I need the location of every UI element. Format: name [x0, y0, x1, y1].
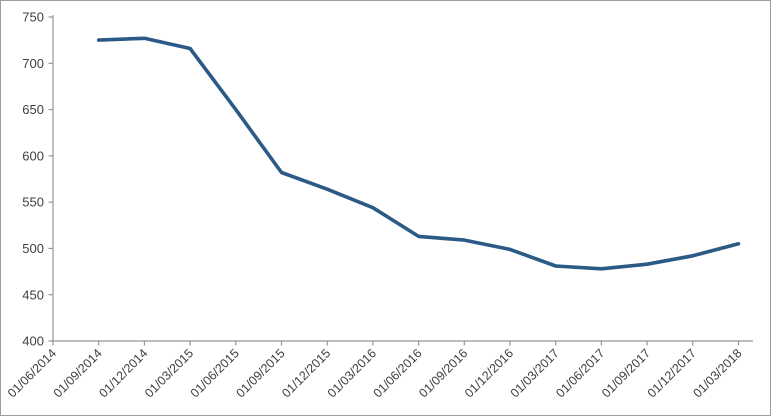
x-axis-tick-label: 01/03/2015 — [142, 346, 196, 400]
data-line — [96, 36, 741, 271]
x-axis-tick-label: 01/03/2016 — [325, 346, 379, 400]
y-axis-tick-label: 750 — [22, 10, 44, 25]
y-axis-tick-label: 400 — [22, 334, 44, 349]
x-axis-tick-label: 01/03/2017 — [508, 346, 562, 400]
x-axis-tick-label: 01/09/2016 — [416, 346, 470, 400]
x-axis-tick-label: 01/12/2014 — [96, 346, 150, 400]
y-axis-tick-label: 650 — [22, 102, 44, 117]
x-axis-tick-label: 01/06/2014 — [5, 346, 59, 400]
x-axis-tick-label: 01/06/2017 — [553, 346, 607, 400]
x-axis-tick-label: 01/09/2014 — [51, 346, 105, 400]
y-axis-tick-label: 450 — [22, 287, 44, 302]
x-axis-tick-label: 01/12/2015 — [279, 346, 333, 400]
y-axis-tick-label: 500 — [22, 241, 44, 256]
x-axis-tick-label: 01/06/2015 — [188, 346, 242, 400]
x-axis-tick-label: 01/06/2016 — [371, 346, 425, 400]
x-axis-tick-label: 01/12/2017 — [645, 346, 699, 400]
x-axis-tick-label: 01/12/2016 — [462, 346, 516, 400]
x-axis-tick-label: 01/09/2015 — [233, 346, 287, 400]
y-axis-tick-label: 600 — [22, 148, 44, 163]
y-axis-tick-label: 550 — [22, 195, 44, 210]
x-axis-tick-label: 01/09/2017 — [599, 346, 653, 400]
x-axis-tick-label: 01/03/2018 — [690, 346, 744, 400]
y-axis-tick-label: 700 — [22, 56, 44, 71]
